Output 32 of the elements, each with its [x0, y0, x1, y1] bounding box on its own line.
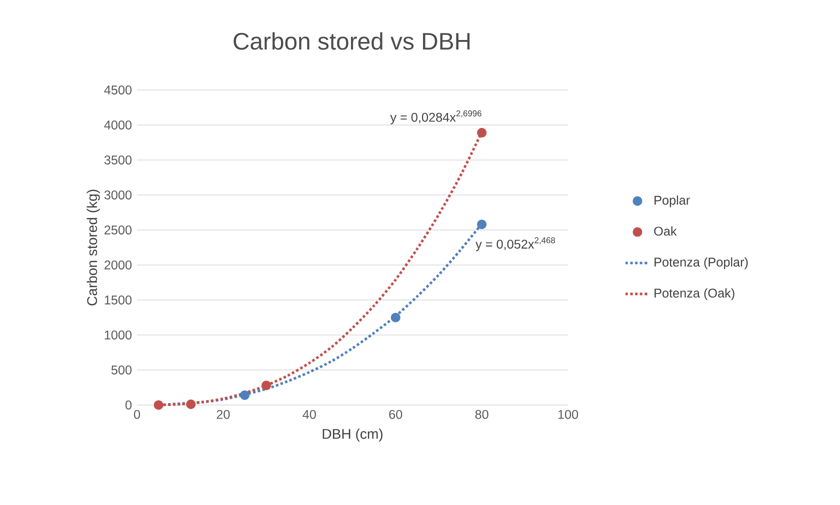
annotation: y = 0,0284x$^{2,6996}$	[390, 110, 482, 124]
point	[262, 380, 272, 390]
y-axis-title: Carbon stored (kg)	[86, 190, 100, 306]
y-tick-label: 500	[111, 366, 132, 374]
point	[154, 400, 164, 410]
x-tick-label: 40	[302, 410, 316, 419]
y-tick-label: 2500	[104, 226, 132, 234]
y-tick-label: 4000	[104, 120, 132, 130]
point	[477, 220, 487, 230]
y-tick-label: 1000	[104, 330, 132, 340]
x-tick-label: 60	[389, 410, 402, 419]
point	[186, 400, 196, 410]
y-tick-label: 1500	[104, 296, 132, 304]
x-tick-label: 100	[558, 410, 578, 419]
x-axis-title: DBH (cm)	[322, 428, 382, 442]
point	[390, 312, 400, 322]
chart-title: Carbon stored vs DBH	[234, 32, 470, 50]
y-tick-label: 4500	[104, 86, 132, 94]
y-tick-label: 3500	[104, 156, 132, 164]
x-tick-label: 20	[216, 410, 230, 419]
y-tick-label: 0	[125, 400, 132, 410]
y-tick-label: 2000	[104, 260, 132, 270]
point	[477, 128, 487, 138]
point	[240, 390, 250, 400]
y-tick-label: 3000	[104, 190, 132, 200]
legend-label: Poplar	[654, 195, 690, 208]
legend-label: Potenza (Poplar)	[654, 257, 748, 270]
x-tick-label: 80	[475, 410, 488, 419]
annotation: y = 0,052x$^{2,468}$	[476, 237, 555, 252]
legend-label: Oak	[654, 226, 677, 236]
legend-label: Potenza (Oak)	[654, 288, 734, 300]
x-tick-label: 0	[134, 410, 140, 419]
